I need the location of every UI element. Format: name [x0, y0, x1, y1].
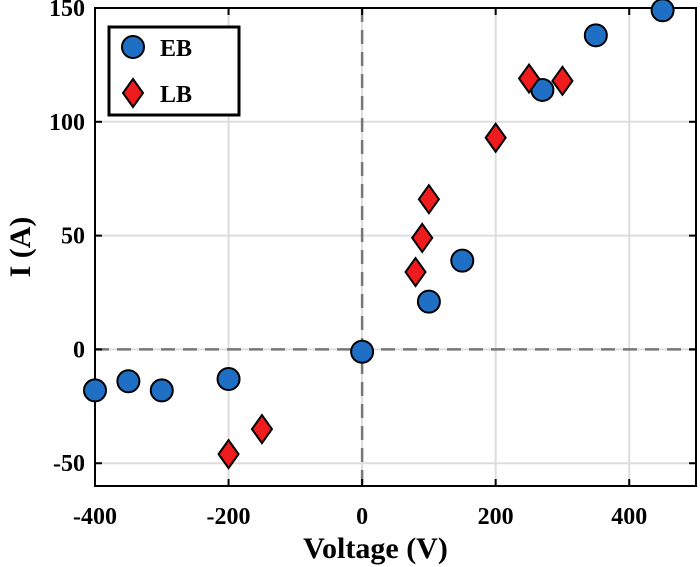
data-point-lb	[517, 62, 541, 95]
legend-items: EB LB	[121, 35, 192, 109]
x-tick-label: -400	[73, 504, 117, 530]
legend-marker-eb	[121, 35, 145, 59]
data-point-lb	[417, 183, 441, 215]
x-tick-label: 200	[478, 504, 514, 530]
data-point-lb	[551, 65, 574, 97]
data-point-eb	[416, 289, 441, 314]
y-tick-label: -50	[53, 451, 85, 477]
series-eb	[83, 0, 675, 403]
data-point-eb	[450, 248, 475, 273]
legend: EB LB	[107, 25, 241, 117]
axis-ticks: -400 -200 0 200 400 -50 0 50 100 150	[49, 0, 696, 530]
data-point-eb	[83, 378, 107, 403]
data-points	[83, 0, 675, 470]
y-tick-label: 0	[73, 337, 85, 363]
data-point-eb	[149, 378, 174, 403]
series-lb	[217, 62, 574, 470]
x-axis-label: Voltage (V)	[303, 532, 448, 565]
x-tick-label: -200	[207, 504, 251, 530]
data-point-eb	[650, 0, 675, 23]
y-axis-label: I (A)	[4, 217, 37, 278]
data-point-lb	[217, 438, 240, 470]
data-point-lb	[250, 413, 274, 445]
zero-lines	[95, 8, 696, 486]
x-tick-label: 400	[611, 504, 647, 530]
data-point-eb	[350, 339, 375, 364]
data-point-eb	[583, 23, 608, 48]
legend-marker-lb	[121, 77, 145, 109]
plot-frame	[94, 7, 697, 487]
y-tick-label: 150	[49, 0, 85, 22]
legend-label-eb: EB	[160, 36, 192, 62]
legend-label-lb: LB	[160, 82, 192, 108]
data-point-eb	[216, 367, 241, 392]
data-point-lb	[410, 222, 434, 254]
y-tick-label: 50	[61, 224, 85, 250]
x-tick-label: 0	[356, 504, 368, 530]
data-point-eb	[116, 369, 141, 394]
y-tick-label: 100	[49, 110, 85, 136]
data-point-lb	[404, 256, 427, 288]
data-point-lb	[484, 122, 507, 154]
